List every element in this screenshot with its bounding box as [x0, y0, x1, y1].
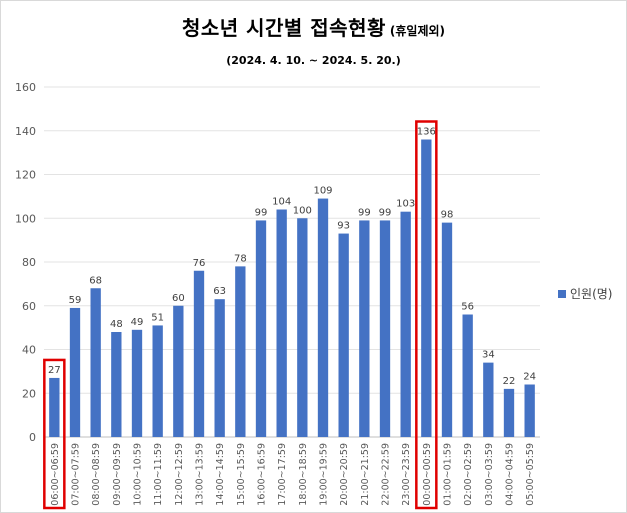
bar — [338, 233, 349, 437]
data-label: 109 — [313, 186, 332, 197]
x-tick-label: 04:00~04:59 — [505, 443, 516, 506]
data-label: 99 — [379, 207, 392, 218]
bar — [152, 325, 163, 437]
data-label: 48 — [110, 319, 123, 330]
data-label: 49 — [131, 317, 144, 328]
chart-title: 청소년 시간별 접속현황 (휴일제외) — [0, 12, 627, 41]
bar — [214, 299, 225, 437]
data-label: 60 — [172, 293, 185, 304]
x-tick-label: 16:00~16:59 — [257, 443, 268, 506]
data-label: 76 — [193, 258, 206, 269]
bar — [503, 388, 515, 437]
x-tick-label: 18:00~18:59 — [298, 443, 309, 506]
y-tick-label: 60 — [22, 300, 36, 313]
x-tick-label: 17:00~17:59 — [277, 443, 288, 506]
bar — [524, 384, 535, 437]
x-tick-label: 20:00~20:59 — [339, 443, 350, 506]
data-label: 51 — [151, 312, 164, 323]
bar — [379, 220, 391, 437]
bar — [131, 329, 143, 437]
x-tick-label: 19:00~19:59 — [319, 443, 330, 506]
highlight-box — [43, 358, 66, 510]
chart-title-note: (휴일제외) — [389, 24, 446, 38]
x-tick-label: 12:00~12:59 — [174, 443, 185, 506]
x-tick-label: 11:00~11:59 — [153, 443, 164, 506]
x-tick-label: 02:00~02:59 — [463, 443, 474, 506]
data-label: 103 — [396, 199, 415, 210]
data-label: 27 — [48, 365, 61, 376]
data-label: 99 — [358, 207, 371, 218]
y-tick-label: 100 — [15, 212, 36, 225]
x-tick-label: 10:00~10:59 — [133, 443, 144, 506]
chart-subtitle: (2024. 4. 10. ~ 2024. 5. 20.) — [226, 54, 401, 67]
x-tick-label: 22:00~22:59 — [381, 443, 392, 506]
bar — [235, 266, 246, 437]
bar — [297, 218, 308, 437]
y-tick-label: 0 — [29, 431, 36, 444]
bar — [193, 270, 205, 437]
data-label: 34 — [482, 350, 495, 361]
data-label: 56 — [461, 302, 474, 313]
y-tick-label: 20 — [22, 387, 36, 400]
data-label: 104 — [272, 197, 291, 208]
bar — [359, 220, 370, 437]
x-tick-label: 08:00~08:59 — [91, 443, 102, 506]
bar — [49, 377, 60, 437]
bar — [462, 314, 473, 437]
x-tick-label: 14:00~14:59 — [215, 443, 226, 506]
data-label: 100 — [293, 205, 312, 216]
legend: 인원(명) — [558, 285, 612, 302]
highlight-box — [415, 120, 438, 510]
x-tick-label: 13:00~13:59 — [195, 443, 206, 506]
data-label: 136 — [417, 127, 436, 138]
x-tick-label: 09:00~09:59 — [112, 443, 123, 506]
x-tick-label: 21:00~21:59 — [360, 443, 371, 506]
y-tick-label: 80 — [22, 256, 36, 269]
data-label: 22 — [503, 376, 516, 387]
data-label: 63 — [213, 286, 226, 297]
data-label: 93 — [337, 221, 350, 232]
bar — [421, 139, 432, 437]
y-tick-label: 140 — [15, 125, 36, 138]
x-tick-label: 01:00~01:59 — [443, 443, 454, 506]
y-tick-label: 160 — [15, 81, 36, 94]
y-tick-label: 120 — [15, 169, 36, 182]
bar — [90, 288, 101, 437]
x-tick-label: 05:00~05:59 — [525, 443, 536, 506]
x-tick-label: 06:00~06:59 — [50, 443, 61, 506]
legend-label: 인원(명) — [570, 287, 613, 301]
bar — [317, 198, 329, 437]
bar — [69, 307, 81, 437]
x-tick-label: 03:00~03:59 — [484, 443, 495, 506]
bar — [111, 332, 122, 437]
bar — [173, 305, 184, 437]
data-label: 59 — [69, 295, 82, 306]
x-tick-label: 15:00~15:59 — [236, 443, 247, 506]
y-tick-label: 40 — [22, 344, 36, 357]
data-label: 24 — [523, 372, 536, 383]
x-tick-label: 23:00~23:59 — [401, 443, 412, 506]
bar — [255, 220, 267, 437]
bar — [483, 362, 494, 437]
data-label: 99 — [255, 207, 268, 218]
data-label: 98 — [441, 210, 454, 221]
legend-swatch — [558, 289, 566, 298]
data-label: 68 — [89, 275, 102, 286]
bar — [276, 209, 287, 437]
bar — [400, 211, 411, 437]
x-tick-label: 07:00~07:59 — [71, 443, 82, 506]
bar — [441, 222, 453, 437]
chart-title-main: 청소년 시간별 접속현황 — [181, 16, 386, 40]
data-label: 78 — [234, 253, 247, 264]
x-tick-label: 00:00~00:59 — [422, 443, 433, 506]
